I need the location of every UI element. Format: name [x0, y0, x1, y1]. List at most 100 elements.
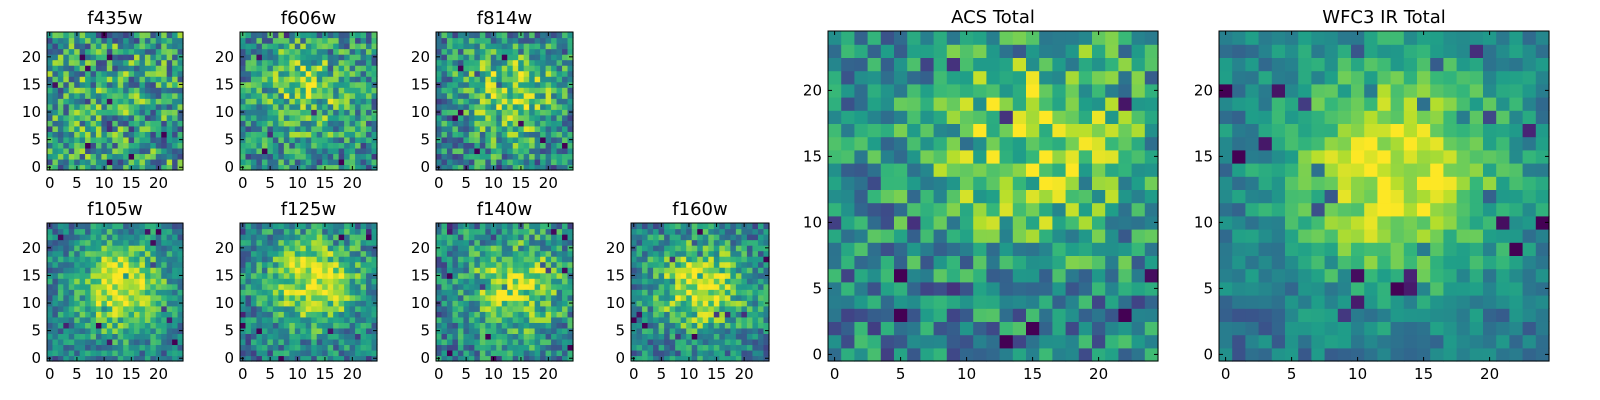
heatmap-cell	[1052, 281, 1067, 296]
heatmap-cell	[74, 234, 81, 241]
heatmap-cell	[907, 149, 921, 164]
heatmap-cell	[355, 338, 362, 346]
heatmap-cell	[664, 283, 671, 290]
heatmap-cell	[316, 355, 323, 362]
heatmap-cell	[490, 109, 497, 116]
heatmap-cell	[90, 355, 97, 362]
heatmap-cell	[338, 234, 345, 241]
heatmap-cell	[653, 272, 660, 279]
heatmap-cell	[106, 305, 113, 312]
heatmap-cell	[63, 43, 70, 50]
heatmap-cell	[250, 333, 258, 340]
heatmap-cell	[300, 278, 307, 285]
heatmap-cell	[474, 81, 481, 88]
heatmap-cell	[47, 103, 54, 110]
heatmap-cell	[47, 48, 54, 55]
heatmap-cell	[446, 158, 454, 166]
heatmap-cell	[360, 338, 367, 346]
heatmap-cell	[47, 349, 54, 357]
heatmap-cell	[272, 43, 279, 50]
heatmap-cell	[708, 349, 715, 357]
heatmap-cell	[752, 234, 759, 241]
heatmap-cell	[567, 228, 574, 235]
heatmap-cell	[647, 228, 654, 235]
heatmap-cell	[349, 70, 356, 77]
heatmap-cell	[642, 311, 649, 318]
heatmap-cell	[278, 92, 285, 99]
heatmap-cell	[463, 98, 470, 105]
heatmap-cell	[669, 250, 676, 257]
heatmap-cell	[101, 344, 108, 351]
heatmap-cell	[172, 349, 179, 357]
y-tick-label: 15	[215, 75, 234, 93]
heatmap-cell	[172, 32, 179, 39]
heatmap-cell	[485, 250, 492, 257]
heatmap-cell	[686, 316, 693, 323]
heatmap-cell	[139, 322, 146, 329]
heatmap-cell	[52, 164, 59, 171]
heatmap-cell	[675, 267, 682, 274]
heatmap-cell	[1012, 242, 1027, 256]
heatmap-cell	[1065, 281, 1080, 296]
heatmap-cell	[501, 322, 508, 329]
heatmap-cell	[272, 267, 279, 274]
heatmap-cell	[724, 234, 731, 241]
heatmap-cell	[57, 261, 64, 268]
heatmap-cell	[134, 234, 141, 241]
heatmap-cell	[741, 305, 748, 312]
heatmap-cell	[256, 338, 263, 346]
heatmap-cell	[144, 92, 151, 99]
heatmap-cell	[986, 229, 1001, 243]
heatmap-cell	[441, 278, 448, 285]
heatmap-cell	[322, 142, 329, 149]
heatmap-cell	[245, 114, 252, 121]
heatmap-cell	[719, 349, 726, 357]
heatmap-cell	[534, 164, 541, 171]
heatmap-cell	[479, 234, 486, 241]
heatmap-cell	[713, 294, 720, 301]
heatmap-cell	[757, 305, 765, 312]
heatmap-cell	[562, 355, 569, 362]
heatmap-cell	[289, 103, 296, 110]
heatmap-cell	[79, 87, 86, 94]
heatmap-cell	[327, 283, 334, 290]
heatmap-cell	[344, 333, 351, 340]
heatmap-cell	[117, 349, 124, 357]
heatmap-cell	[144, 59, 151, 66]
heatmap-cell	[463, 131, 470, 138]
heatmap-cell	[355, 327, 362, 334]
heatmap-cell	[479, 164, 486, 171]
heatmap-cell	[523, 338, 530, 346]
heatmap-cell	[642, 283, 649, 290]
heatmap-cell	[441, 81, 448, 88]
heatmap-cell	[446, 76, 454, 83]
heatmap-cell	[161, 109, 168, 116]
heatmap-cell	[300, 59, 307, 66]
heatmap-cell	[523, 228, 530, 235]
heatmap-cell	[636, 294, 643, 301]
heatmap-cell	[1052, 229, 1067, 243]
heatmap-cell	[920, 255, 935, 270]
heatmap-cell	[763, 278, 770, 285]
heatmap-cell	[463, 48, 470, 55]
heatmap-cell	[112, 120, 119, 127]
heatmap-cell	[702, 245, 709, 252]
heatmap-cell	[501, 355, 508, 362]
heatmap-cell	[289, 278, 296, 285]
heatmap-cell	[360, 142, 367, 149]
heatmap-cell	[272, 164, 279, 171]
heatmap-cell	[355, 158, 362, 166]
heatmap-cell	[724, 272, 731, 279]
heatmap-cell	[333, 305, 340, 312]
heatmap-cell	[333, 76, 340, 83]
heatmap-cell	[289, 65, 296, 72]
heatmap-cell	[294, 278, 301, 285]
heatmap-cell	[664, 316, 671, 323]
heatmap-cell	[512, 59, 519, 66]
heatmap-cell	[457, 234, 464, 241]
heatmap-cell	[933, 295, 948, 309]
heatmap-cell	[278, 311, 285, 318]
heatmap-cell	[166, 228, 173, 235]
heatmap-cell	[240, 283, 247, 290]
heatmap-cell	[518, 59, 525, 66]
